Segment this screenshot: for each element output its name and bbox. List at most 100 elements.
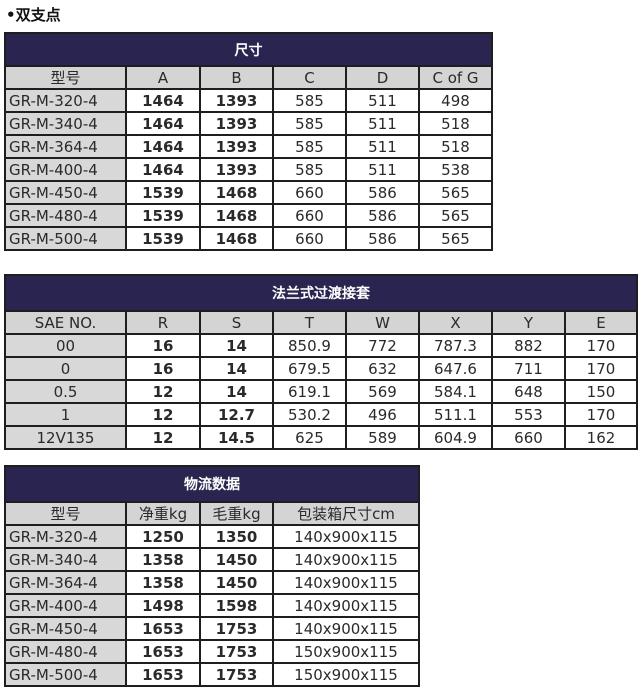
row-label-cell: GR-M-400-4 [4, 593, 127, 618]
table-cell: 538 [418, 157, 493, 182]
table-cell: 660 [272, 180, 347, 205]
table-cell: 1250 [125, 524, 201, 549]
table-cell: 14 [199, 333, 274, 358]
row-label-cell: 0 [4, 356, 127, 381]
table-cell: 660 [491, 425, 566, 450]
table-cell: 1393 [199, 88, 274, 113]
table-cell: 12 [125, 425, 201, 450]
row-label-cell: GR-M-340-4 [4, 547, 127, 572]
table-cell: 1464 [125, 157, 201, 182]
table-title: 物流数据 [4, 465, 420, 503]
table-cell: 1753 [199, 616, 274, 641]
table-cell: 170 [564, 402, 638, 427]
table-title: 法兰式过渡接套 [4, 274, 638, 312]
table-cell: 850.9 [272, 333, 347, 358]
table-cell: 586 [345, 180, 420, 205]
column-header: B [199, 65, 274, 90]
table-cell: 1653 [125, 639, 201, 664]
table-row: GR-M-320-4 1250 1350 140x900x115 [4, 524, 420, 549]
table-row: 0 16 14 679.5 632 647.6 711 170 [4, 356, 638, 381]
column-header: A [125, 65, 201, 90]
table-cell: 1450 [199, 547, 274, 572]
column-header: C [272, 65, 347, 90]
table-cell: 1653 [125, 662, 201, 687]
table-cell: 565 [418, 203, 493, 228]
column-header: 型号 [4, 65, 127, 90]
table-cell: 679.5 [272, 356, 347, 381]
logistics-table: 物流数据 型号 净重kg 毛重kg 包装箱尺寸cm GR-M-320-4 1250 1350 1… [4, 465, 420, 687]
table-cell: 787.3 [418, 333, 493, 358]
table-cell: 511.1 [418, 402, 493, 427]
table-cell: 140x900x115 [272, 524, 420, 549]
table-cell: 170 [564, 356, 638, 381]
row-label-cell: GR-M-480-4 [4, 203, 127, 228]
row-label-cell: GR-M-320-4 [4, 88, 127, 113]
table-cell: 585 [272, 111, 347, 136]
table-cell: 660 [272, 226, 347, 251]
table-cell: 619.1 [272, 379, 347, 404]
table-cell: 625 [272, 425, 347, 450]
table-cell: 1393 [199, 134, 274, 159]
table-row: GR-M-400-4 1498 1598 140x900x115 [4, 593, 420, 618]
table-cell: 530.2 [272, 402, 347, 427]
table-cell: 511 [345, 134, 420, 159]
table-row: GR-M-340-4 1358 1450 140x900x115 [4, 547, 420, 572]
table-cell: 150x900x115 [272, 639, 420, 664]
row-label-cell: GR-M-364-4 [4, 134, 127, 159]
table-cell: 511 [345, 88, 420, 113]
column-header: R [125, 310, 201, 335]
table-cell: 140x900x115 [272, 593, 420, 618]
table-cell: 1464 [125, 134, 201, 159]
dimensions-table: 尺寸 型号 A B C D C of G GR-M-320-4 1464 1393 585 511 49… [4, 32, 493, 251]
column-header: C of G [418, 65, 493, 90]
table-cell: 585 [272, 157, 347, 182]
table-cell: 16 [125, 333, 201, 358]
column-header: D [345, 65, 420, 90]
table-cell: 162 [564, 425, 638, 450]
table-cell: 16 [125, 356, 201, 381]
table-row: 1 12 12.7 530.2 496 511.1 553 170 [4, 402, 638, 427]
table-cell: 170 [564, 333, 638, 358]
table-cell: 632 [345, 356, 420, 381]
table-cell: 1753 [199, 662, 274, 687]
table-cell: 518 [418, 111, 493, 136]
column-header: E [564, 310, 638, 335]
row-label-cell: GR-M-500-4 [4, 226, 127, 251]
table-cell: 711 [491, 356, 566, 381]
table-cell: 604.9 [418, 425, 493, 450]
table-cell: 511 [345, 157, 420, 182]
table-cell: 660 [272, 203, 347, 228]
table-row: GR-M-364-4 1358 1450 140x900x115 [4, 570, 420, 595]
table-cell: 1539 [125, 203, 201, 228]
table-row: 0.5 12 14 619.1 569 584.1 648 150 [4, 379, 638, 404]
row-label-cell: GR-M-320-4 [4, 524, 127, 549]
table-cell: 140x900x115 [272, 570, 420, 595]
table-cell: 511 [345, 111, 420, 136]
table-cell: 1393 [199, 157, 274, 182]
table-row: GR-M-500-4 1653 1753 150x900x115 [4, 662, 420, 687]
table-cell: 584.1 [418, 379, 493, 404]
table-row: GR-M-400-4 1464 1393 585 511 538 [4, 157, 493, 182]
column-header: 净重kg [125, 501, 201, 526]
column-header: T [272, 310, 347, 335]
row-label-cell: 1 [4, 402, 127, 427]
table-cell: 1464 [125, 111, 201, 136]
table-cell: 150x900x115 [272, 662, 420, 687]
flange-adapter-table: 法兰式过渡接套 SAE NO. R S T W X Y E 00 16 14 850.9 772 787.3… [4, 274, 638, 450]
table-cell: 569 [345, 379, 420, 404]
row-label-cell: GR-M-400-4 [4, 157, 127, 182]
column-header: SAE NO. [4, 310, 127, 335]
table-cell: 586 [345, 226, 420, 251]
table-cell: 150 [564, 379, 638, 404]
row-label-cell: GR-M-340-4 [4, 111, 127, 136]
table-cell: 1468 [199, 180, 274, 205]
table-title: 尺寸 [4, 32, 493, 67]
table-cell: 1358 [125, 547, 201, 572]
table-cell: 14.5 [199, 425, 274, 450]
table-cell: 585 [272, 88, 347, 113]
table-row: 00 16 14 850.9 772 787.3 882 170 [4, 333, 638, 358]
table-cell: 1393 [199, 111, 274, 136]
table-cell: 1753 [199, 639, 274, 664]
table-cell: 1350 [199, 524, 274, 549]
table-cell: 553 [491, 402, 566, 427]
